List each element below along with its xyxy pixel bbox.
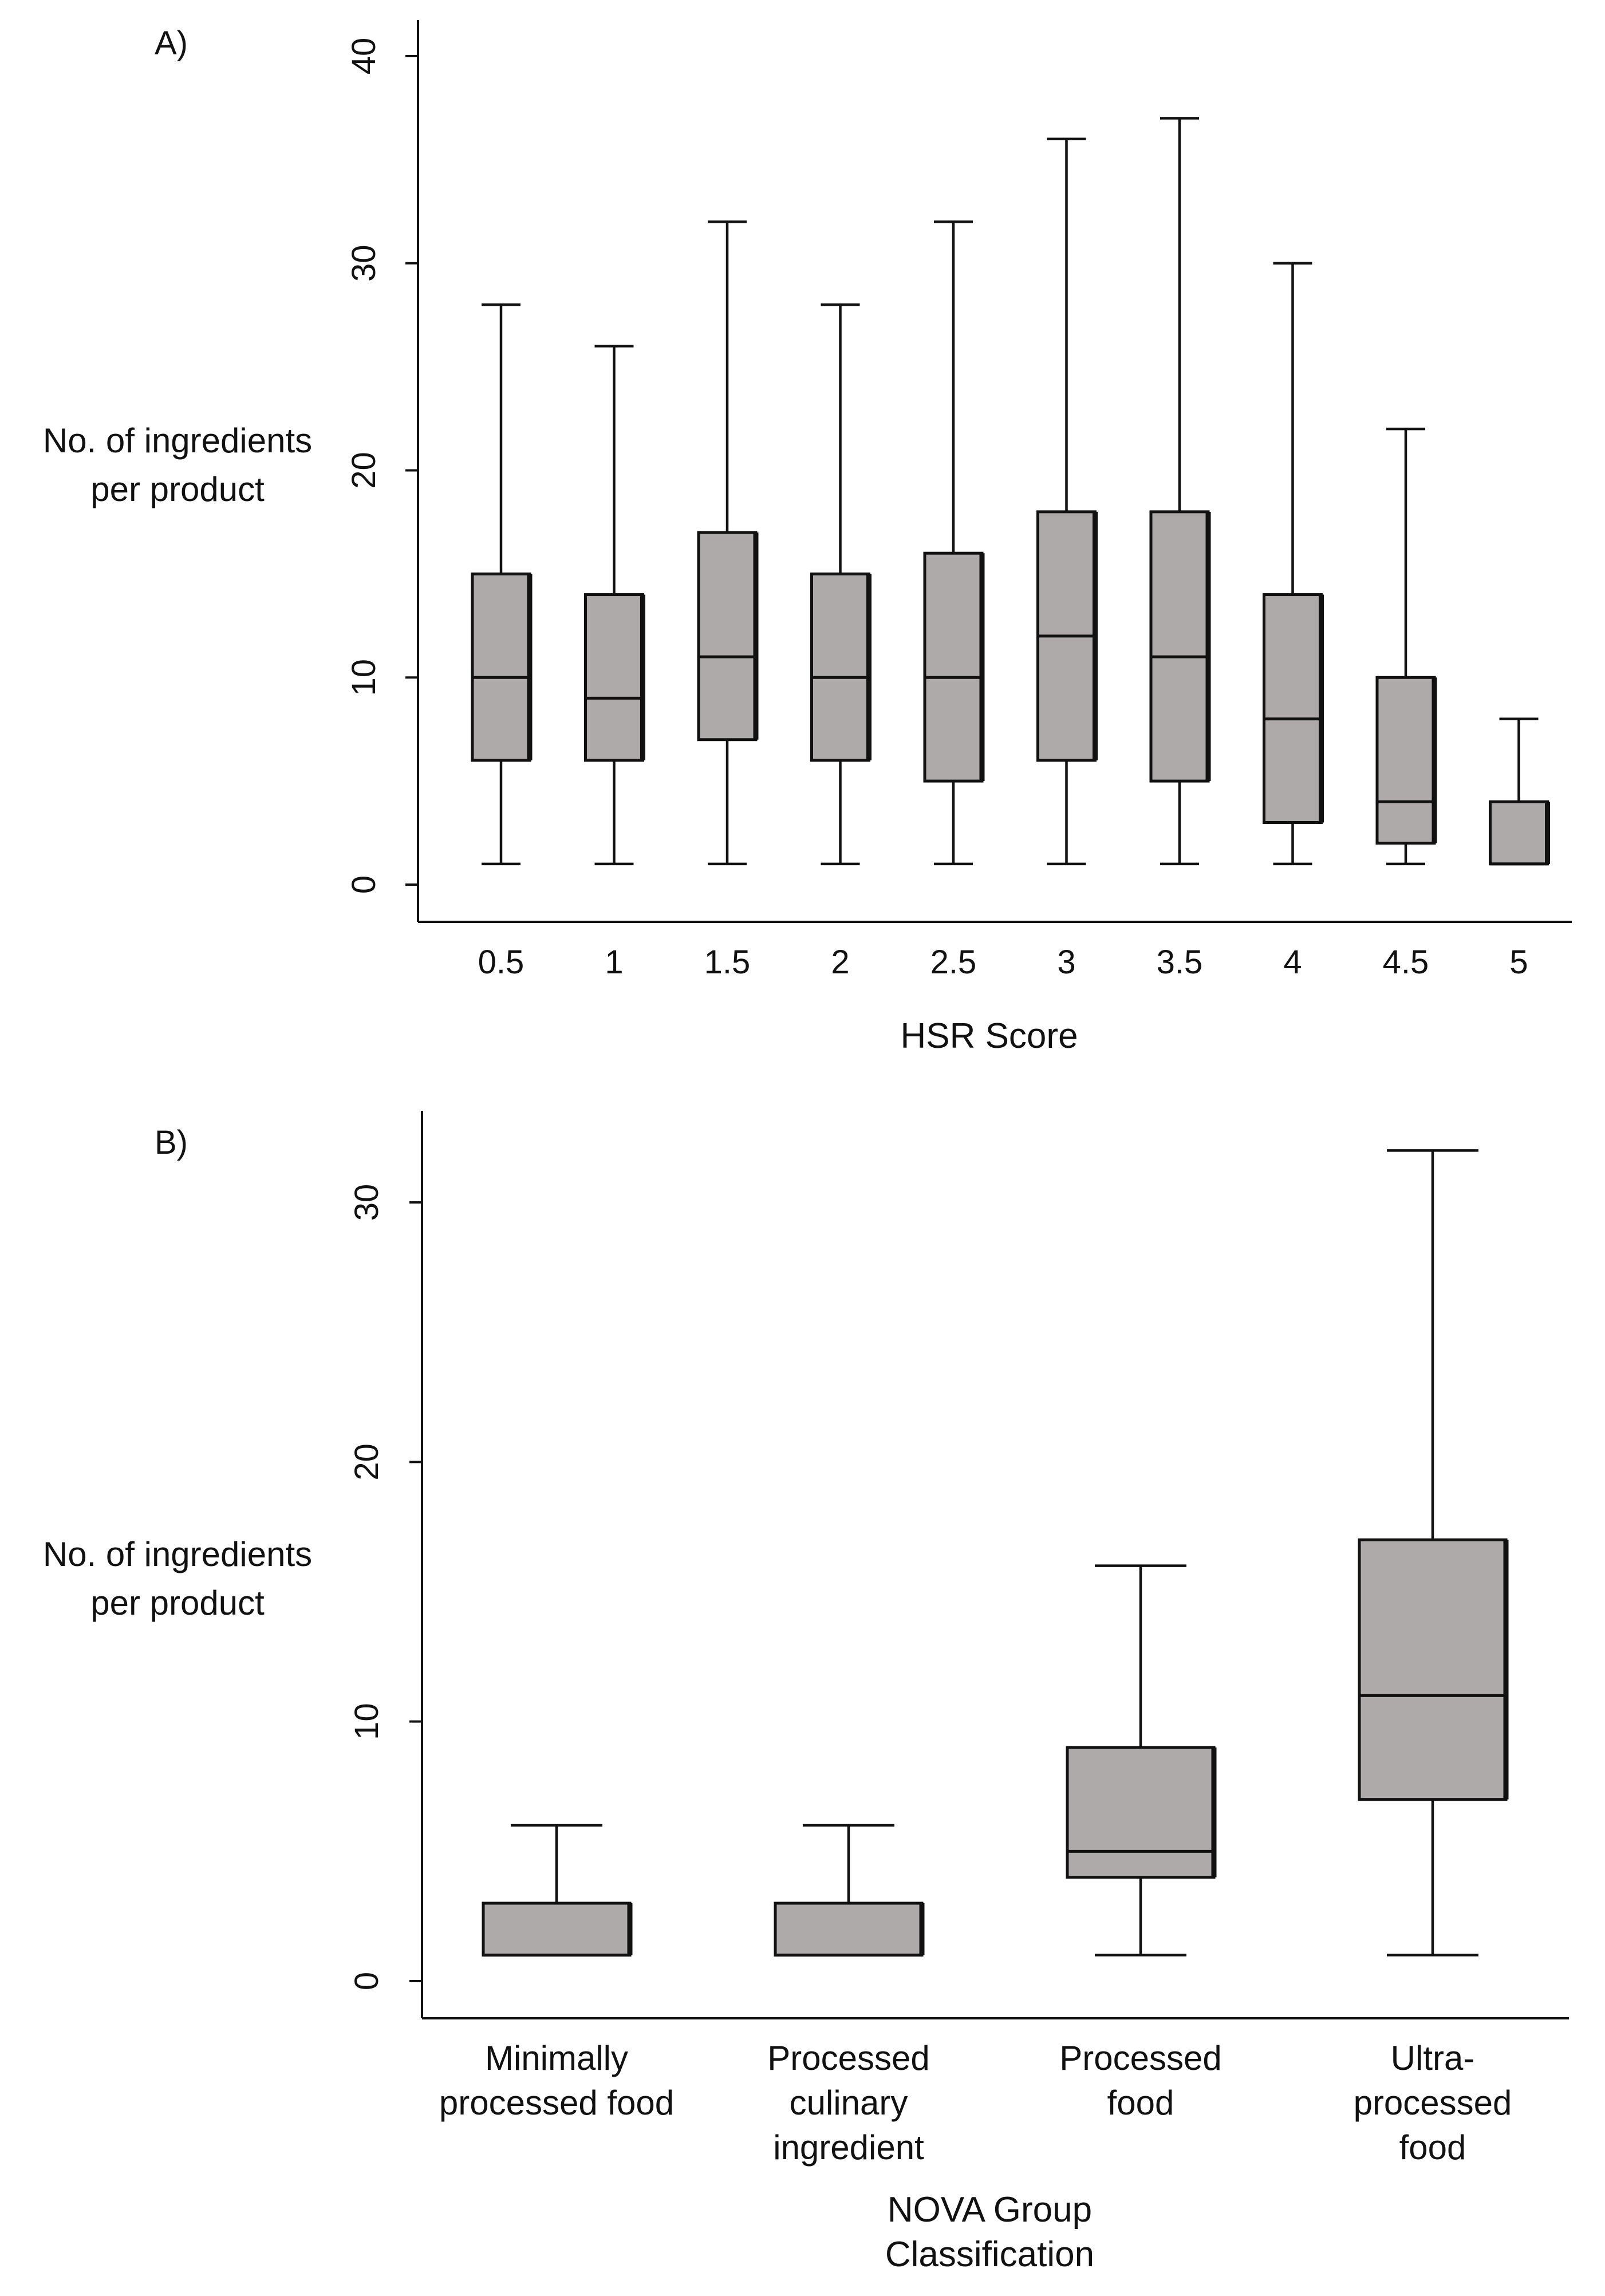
panel-label: A) — [155, 25, 188, 62]
iqr-box — [1066, 1746, 1216, 1879]
x-tick-label: 3 — [1057, 944, 1075, 981]
x-tick-label: 2.5 — [930, 944, 977, 981]
iqr-box — [1375, 676, 1436, 845]
iqr-box — [923, 551, 984, 783]
y-tick-label: 10 — [345, 659, 382, 696]
box-ultra-processed-food — [1358, 1149, 1509, 1956]
iqr-box — [471, 572, 531, 762]
box-4-5 — [1375, 427, 1437, 866]
y-tick-label: 10 — [348, 1703, 385, 1740]
x-tick-label: ingredient — [773, 2128, 924, 2167]
iqr-box — [584, 593, 644, 762]
x-tick-label: Ultra- — [1391, 2039, 1475, 2077]
iqr-box — [1489, 800, 1549, 866]
x-axis-label: HSR Score — [900, 1016, 1078, 1056]
y-tick-label: 30 — [345, 244, 382, 282]
y-axis-label: per product — [90, 1584, 265, 1622]
x-tick-label: Minimally — [485, 2039, 628, 2077]
box-3 — [1036, 137, 1098, 866]
x-axis-label: NOVA Group — [888, 2190, 1092, 2230]
x-tick-label: Processed — [767, 2039, 929, 2077]
box-2-5 — [923, 220, 985, 866]
box-4 — [1263, 262, 1324, 866]
iqr-box — [810, 572, 870, 762]
box-3-5 — [1149, 117, 1211, 866]
box-minimally-processed-food — [482, 1824, 633, 1957]
x-tick-label: 5 — [1509, 944, 1528, 981]
iqr-box — [1149, 510, 1210, 783]
panel-label: B) — [155, 1124, 188, 1161]
y-tick-label: 30 — [348, 1184, 385, 1221]
iqr-box — [1263, 593, 1323, 824]
y-axis-label: No. of ingredients — [43, 1535, 312, 1573]
y-tick-label: 0 — [345, 875, 382, 894]
x-tick-label: 4 — [1283, 944, 1302, 981]
x-tick-label: 1.5 — [704, 944, 751, 981]
y-tick-label: 20 — [348, 1443, 385, 1481]
y-axis-label: per product — [90, 470, 265, 508]
box-1 — [584, 345, 645, 866]
x-tick-label: culinary — [790, 2084, 908, 2122]
iqr-box — [774, 1902, 924, 1957]
x-tick-label: processed food — [439, 2084, 674, 2122]
x-tick-label: 3.5 — [1157, 944, 1203, 981]
iqr-box — [1358, 1538, 1508, 1801]
iqr-box — [697, 531, 758, 741]
iqr-box — [482, 1902, 632, 1957]
x-tick-label: 4.5 — [1383, 944, 1429, 981]
box-processed-culinary-ingredient — [774, 1824, 925, 1957]
x-axis-label: Classification — [885, 2235, 1094, 2274]
x-tick-label: food — [1399, 2128, 1466, 2167]
box-5 — [1489, 717, 1550, 866]
x-tick-label: 1 — [605, 944, 623, 981]
x-tick-label: processed — [1354, 2084, 1512, 2122]
y-tick-label: 20 — [345, 452, 382, 489]
y-tick-label: 40 — [345, 38, 382, 75]
y-axis-label: No. of ingredients — [43, 421, 312, 460]
x-tick-label: food — [1107, 2084, 1174, 2122]
box-1-5 — [697, 220, 759, 866]
x-tick-label: 0.5 — [478, 944, 525, 981]
panel-b-nova-chart: B) No. of ingredients per product 0 10 20 30 Mi… — [43, 1111, 1569, 2274]
box-2 — [810, 303, 871, 866]
x-tick-label: Processed — [1059, 2039, 1221, 2077]
box-0-5 — [471, 303, 533, 866]
box-processed-food — [1066, 1564, 1217, 1956]
x-tick-label: 2 — [831, 944, 849, 981]
y-tick-label: 0 — [348, 1972, 385, 1990]
